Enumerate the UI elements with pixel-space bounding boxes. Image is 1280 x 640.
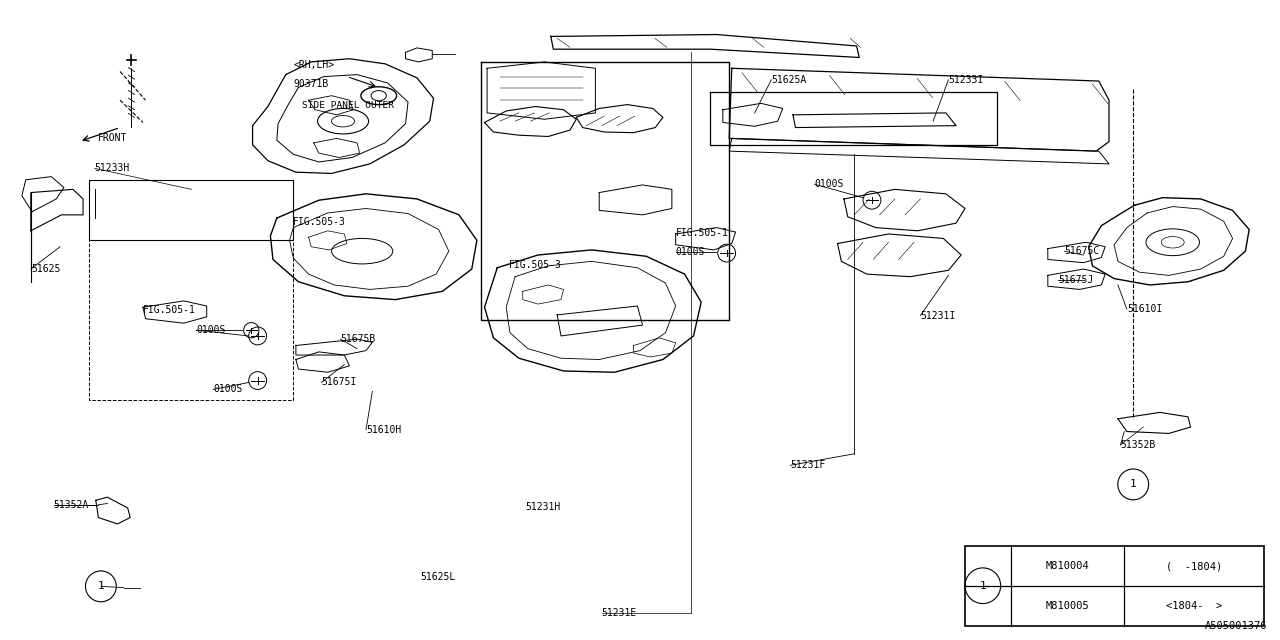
Text: 51610I: 51610I (1126, 304, 1162, 314)
Text: M810004: M810004 (1046, 561, 1089, 571)
Text: FIG.505-3: FIG.505-3 (508, 260, 562, 270)
Text: (  -1804): ( -1804) (1166, 561, 1222, 571)
Text: FRONT: FRONT (99, 132, 128, 143)
Text: 51233H: 51233H (95, 163, 129, 173)
Text: FIG.505-3: FIG.505-3 (293, 217, 346, 227)
Text: 90371B: 90371B (293, 79, 329, 89)
Text: SIDE PANEL OUTER: SIDE PANEL OUTER (302, 101, 394, 110)
Text: 51675C: 51675C (1065, 246, 1100, 256)
Text: 1: 1 (1130, 479, 1137, 490)
Text: 0100S: 0100S (676, 248, 705, 257)
Text: 0100S: 0100S (814, 179, 844, 189)
Text: 51231I: 51231I (920, 310, 956, 321)
Text: 51675B: 51675B (340, 334, 376, 344)
Text: M810005: M810005 (1046, 601, 1089, 611)
Text: 0100S: 0100S (197, 325, 225, 335)
Text: 1: 1 (97, 581, 104, 591)
Text: A505001376: A505001376 (1204, 621, 1267, 630)
Text: 51625A: 51625A (772, 75, 806, 84)
Text: 1: 1 (979, 580, 986, 591)
Text: <1804-  >: <1804- > (1166, 601, 1222, 611)
Text: 51233I: 51233I (948, 75, 983, 84)
Text: FIG.505-1: FIG.505-1 (143, 305, 196, 315)
Text: 51231H: 51231H (525, 502, 561, 512)
Bar (965, 546, 1265, 626)
Text: 51610H: 51610H (366, 424, 401, 435)
Text: 51231E: 51231E (602, 608, 637, 618)
Text: 51352A: 51352A (54, 500, 90, 510)
Text: 51231F: 51231F (790, 460, 826, 470)
Text: <RH,LH>: <RH,LH> (293, 60, 334, 70)
Text: FIG.505-1: FIG.505-1 (676, 228, 728, 237)
Text: 51625: 51625 (31, 264, 60, 274)
Text: 51352B: 51352B (1120, 440, 1156, 450)
Text: 0100S: 0100S (212, 385, 242, 394)
Text: 51675I: 51675I (321, 378, 357, 387)
Text: 51675J: 51675J (1059, 275, 1093, 285)
Text: 51625L: 51625L (421, 572, 456, 582)
